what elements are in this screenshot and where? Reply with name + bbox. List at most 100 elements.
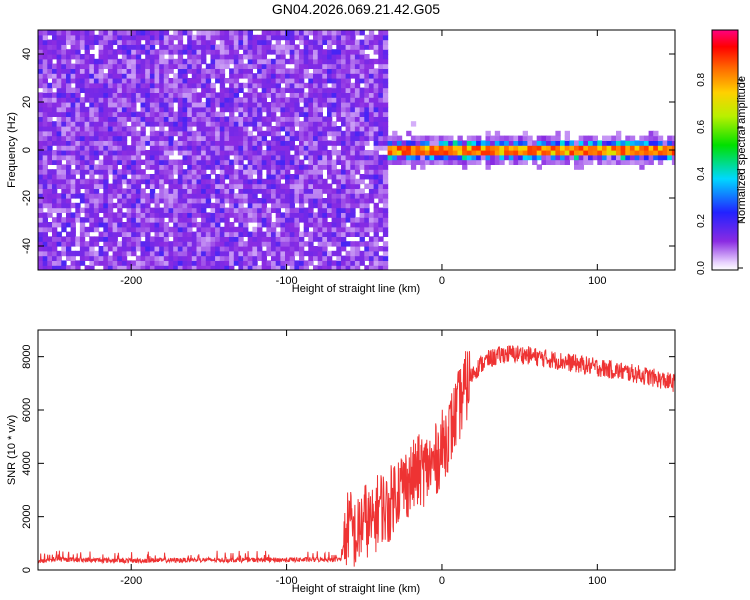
spectrogram-cell-1562: [191, 58, 198, 65]
spectrogram-cell-260: [61, 121, 67, 127]
spectrogram-cell-3621: [518, 135, 524, 141]
spectrogram-cell-3282: [368, 164, 375, 170]
spectrogram-cell-2854: [327, 265, 333, 270]
spectrogram-cell-2309: [271, 241, 277, 247]
spectrogram-cell-292: [66, 198, 72, 204]
spectrogram-cell-1130: [149, 116, 156, 122]
spectrogram-cell-2262: [266, 246, 272, 252]
spectrogram-cell-174: [52, 97, 58, 103]
spectrogram-cell-1512: [187, 68, 193, 74]
spectrogram-cell-3004: [341, 188, 347, 194]
spectrogram-cell-2556: [294, 154, 300, 161]
spectrogram-cell-2963: [336, 159, 342, 165]
spectrogram-cell-3707: [588, 150, 594, 156]
spectrogram-cell-623: [98, 87, 104, 93]
spectrogram-cell-1570: [196, 255, 202, 261]
spectrogram-cell-1416: [177, 73, 184, 79]
spectrogram-cell-1880: [224, 116, 230, 122]
spectrogram-cell-2851: [322, 39, 328, 45]
spectrogram-cell-950: [131, 106, 137, 113]
spectrogram-cell-3601: [504, 145, 510, 151]
spectrogram-cell-3743: [616, 140, 622, 146]
spectrogram-cell-2746: [313, 92, 319, 98]
spectrogram-cell-2292: [266, 87, 272, 93]
spectrogram-cell-1181: [154, 102, 160, 108]
spectrogram-cell-464: [84, 226, 90, 233]
spectrogram-cell-1707: [205, 39, 212, 45]
spectrogram-cell-1559: [191, 73, 198, 79]
spectrogram-cell-1059: [145, 255, 151, 261]
spectrogram-cell-2942: [336, 265, 342, 270]
spectrogram-cell-1515: [187, 54, 193, 60]
spectrogram-cell-1709: [205, 30, 212, 36]
spectrogram-cell-2568: [294, 87, 300, 93]
spectrogram-cell-3334: [373, 130, 379, 137]
spectrogram-cell-2041: [243, 226, 249, 233]
spectrogram-cell-663: [103, 135, 109, 141]
spectrogram-cell-3084: [350, 265, 356, 270]
spectrogram-cell-2699: [308, 102, 314, 108]
spectrogram-cell-335: [70, 222, 76, 228]
spectrogram-cell-3409: [382, 207, 389, 213]
spectrogram-cell-3498: [424, 154, 431, 161]
spectrogram-cell-1266: [163, 154, 170, 161]
spectrogram-cell-1313: [168, 145, 174, 151]
spectrogram-cell-187: [56, 265, 62, 270]
spectrogram-cell-1732: [210, 150, 216, 156]
spectrogram-cell-438: [79, 130, 86, 137]
spectrogram-cell-3094: [350, 212, 356, 218]
spectrogram-cell-238: [61, 241, 67, 247]
spectrogram-cell-2618: [299, 58, 305, 65]
spectrogram-cell-267: [61, 87, 67, 93]
spectrogram-cell-611: [98, 145, 104, 151]
spectrogram-cell-758: [112, 130, 118, 137]
spectrogram-cell-1160: [154, 212, 160, 218]
spectrogram-cell-153: [52, 217, 58, 223]
spectrogram-cell-2834: [322, 135, 328, 141]
spectrogram-cell-3457: [392, 135, 398, 141]
spectrogram-cell-3133: [354, 260, 361, 266]
spectrogram-cell-2091: [247, 193, 253, 199]
spectrogram-cell-3263: [364, 34, 370, 41]
spectrogram-cell-3673: [560, 145, 566, 151]
spectrogram-cell-1326: [168, 82, 174, 89]
spectrogram-cell-3132: [354, 265, 361, 270]
spectrogram-cell-1655: [201, 73, 207, 79]
spectrogram-cell-1916: [229, 159, 235, 165]
spectrogram-cell-1399: [177, 159, 184, 165]
spectrogram-cell-2796: [317, 92, 323, 98]
spectrogram-cell-1077: [145, 159, 151, 165]
spectrogram-cell-1361: [173, 126, 179, 132]
spectrogram-cell-773: [112, 58, 118, 65]
spectrogram-cell-2838: [322, 116, 328, 122]
spectrogram-cell-1445: [182, 174, 188, 180]
spectrogram-cell-412: [75, 34, 81, 41]
spectrogram-cell-964: [131, 39, 137, 45]
spectrogram-cell-1409: [177, 106, 184, 113]
spectrogram-cell-331: [70, 241, 76, 247]
spectrogram-cell-877: [126, 241, 132, 247]
spectrogram-cell-2274: [266, 183, 272, 189]
spectrogram-cell-2635: [303, 193, 309, 199]
spectrogram-cell-1774: [215, 183, 221, 189]
spectrogram-cell-3056: [345, 159, 351, 165]
spectrogram-cell-1805: [219, 250, 226, 257]
spectrogram-cell-1043: [140, 102, 146, 108]
spectrogram-cell-1198: [159, 255, 165, 261]
spectrogram-cell-3123: [350, 68, 356, 74]
spectrogram-cell-394: [75, 121, 81, 127]
spectrogram-cell-1778: [215, 159, 221, 165]
spectrogram-cell-686: [107, 260, 114, 266]
spectrogram-cell-1878: [224, 126, 230, 132]
spectrogram-cell-787: [117, 222, 123, 228]
spectrogram-cell-3448: [387, 150, 393, 156]
spectrogram-cell-3567: [476, 135, 482, 141]
spectrogram-cell-2908: [331, 207, 337, 213]
spectrogram-cell-2850: [322, 49, 328, 55]
spectrogram-cell-2533: [289, 34, 295, 41]
spectrogram-cell-2290: [266, 102, 272, 108]
spectrogram-cell-3415: [382, 178, 389, 185]
spectrogram-cell-306: [66, 130, 72, 137]
spectrogram-cell-2818: [322, 226, 328, 233]
spectrogram-cell-2758: [313, 34, 319, 41]
